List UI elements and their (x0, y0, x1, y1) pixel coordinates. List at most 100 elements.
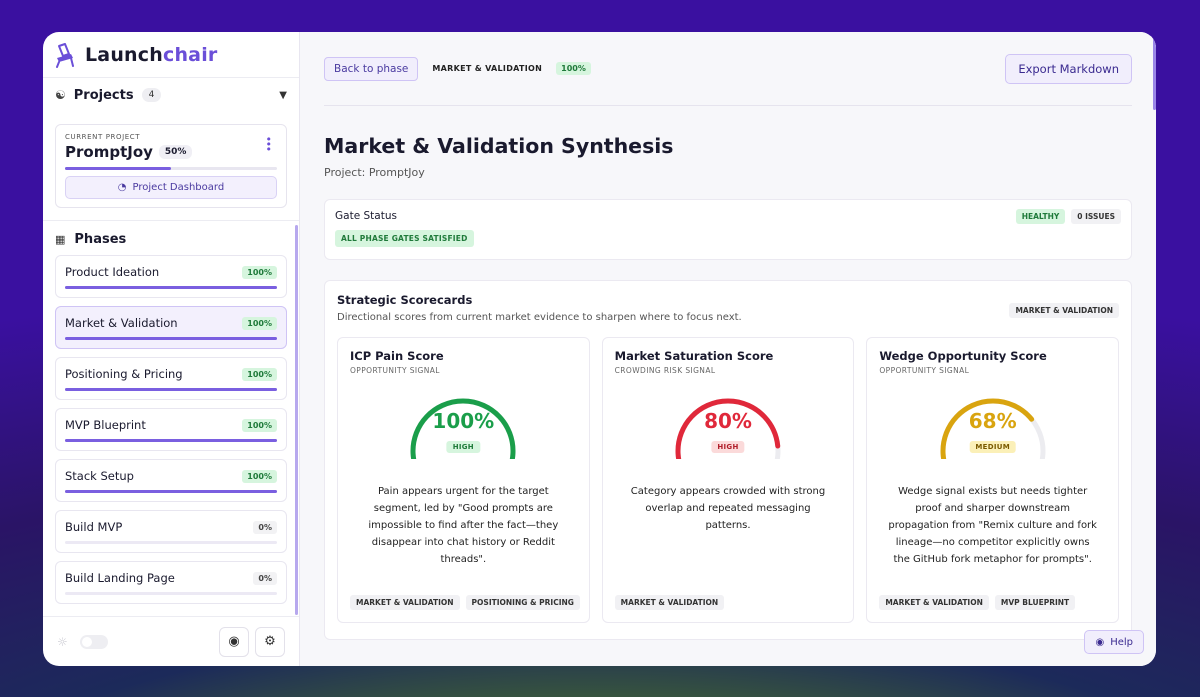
healthy-badge: HEALTHY (1015, 209, 1066, 224)
support-icon[interactable]: ◉ (219, 626, 249, 657)
sidebar: Launchchair ☯ Projects 4 ▼ CURRENT PROJE… (43, 32, 300, 666)
score-gauge: 100% HIGH (405, 393, 521, 459)
scorecard: ICP Pain Score OPPORTUNITY SIGNAL 100% HIGH… (337, 337, 590, 623)
sidebar-phase-item[interactable]: MVP Blueprint 100% (55, 408, 287, 451)
phase-pct-badge: 100% (242, 265, 277, 279)
gauge-svg (410, 398, 516, 459)
phase-pct-badge: 0% (253, 520, 277, 534)
scorecard-tag: MARKET & VALIDATION (614, 595, 725, 610)
gate-status-title: Gate Status (335, 210, 397, 222)
project-dashboard-button[interactable]: ◔ Project Dashboard (65, 176, 277, 199)
phase-progress (65, 490, 277, 493)
back-to-phase-button[interactable]: Back to phase (324, 56, 419, 81)
theme-toggle[interactable] (79, 634, 108, 649)
page-subtitle: Project: PromptJoy (324, 166, 425, 179)
projects-label: Projects (73, 87, 134, 103)
kebab-menu-icon[interactable]: • • • (265, 133, 273, 156)
scorecard-tag: MVP BLUEPRINT (994, 595, 1076, 610)
scorecard-text: Wedge signal exists but needs tighter pr… (888, 486, 1097, 565)
gauge-fill (940, 398, 1046, 459)
gauge-value: 80% (704, 409, 752, 433)
score-gauge: 68% MEDIUM (935, 393, 1051, 459)
chevron-down-icon[interactable]: ▼ (279, 89, 287, 101)
phase-progress (65, 286, 277, 289)
main-content: Back to phase MARKET & VALIDATION 100% E… (300, 32, 1156, 666)
scorecard-subtitle: OPPORTUNITY SIGNAL (879, 366, 970, 375)
phase-progress-fill (65, 490, 277, 493)
gate-satisfied-tag: ALL PHASE GATES SATISFIED (335, 230, 474, 247)
gauge-fill (410, 398, 516, 459)
sidebar-phase-item[interactable]: Product Ideation 100% (55, 255, 287, 298)
scorecards-title: Strategic Scorecards (337, 293, 473, 307)
scorecard-text: Category appears crowded with strong ove… (630, 486, 826, 531)
logo[interactable]: Launchchair (43, 32, 299, 78)
sun-icon: ☼ (57, 634, 68, 649)
phase-progress (65, 541, 277, 544)
breadcrumb-pct-badge: 100% (556, 62, 591, 75)
scorecard: Market Saturation Score CROWDING RISK SIG… (601, 337, 855, 623)
help-label: Help (1110, 636, 1133, 648)
current-project-name: PromptJoy (65, 143, 153, 161)
phase-progress (65, 592, 277, 595)
phase-progress-fill (65, 388, 277, 391)
scorecard-subtitle: CROWDING RISK SIGNAL (614, 366, 716, 375)
sidebar-phase-item[interactable]: Positioning & Pricing 100% (55, 357, 287, 400)
gauge-value: 100% (432, 409, 495, 433)
phase-pct-badge: 100% (242, 418, 277, 432)
sidebar-phase-item[interactable]: Build MVP 0% (55, 510, 287, 553)
phases-label: Phases (74, 231, 127, 247)
current-project-label: CURRENT PROJECT (65, 133, 141, 141)
phase-name: MVP Blueprint (65, 418, 146, 432)
help-icon: ◉ (1095, 636, 1105, 648)
scorecard-tags: MARKET & VALIDATION POSITIONING & PRICING (350, 590, 586, 610)
gauge-svg (940, 398, 1046, 459)
sidebar-phase-item[interactable]: Market & Validation 100% (55, 306, 287, 349)
current-project-card: CURRENT PROJECT PromptJoy 50% • • • ◔ Proj… (55, 124, 287, 208)
main-scrollbar[interactable] (1153, 38, 1156, 110)
export-markdown-button[interactable]: Export Markdown (1005, 53, 1132, 84)
score-gauge: 80% HIGH (670, 393, 786, 459)
scorecard-tag: MARKET & VALIDATION (350, 595, 460, 610)
gauge-fill (675, 398, 781, 459)
scorecard-text: Pain appears urgent for the target segme… (368, 486, 559, 565)
help-button[interactable]: ◉ Help (1084, 630, 1144, 654)
projects-count-badge: 4 (141, 88, 162, 102)
scorecard-tags: MARKET & VALIDATION MVP BLUEPRINT (879, 590, 1081, 610)
phase-name: Product Ideation (65, 265, 160, 279)
phases-header: ▦ Phases (43, 223, 299, 255)
phase-pct-badge: 100% (242, 316, 277, 330)
pie-chart-icon: ◔ (117, 182, 127, 193)
scorecard: Wedge Opportunity Score OPPORTUNITY SIGNA… (866, 337, 1120, 623)
chair-logo-icon (56, 42, 74, 68)
sidebar-phase-item[interactable]: Stack Setup 100% (55, 459, 287, 502)
phase-name: Positioning & Pricing (65, 367, 183, 381)
grid-icon: ▦ (55, 232, 66, 246)
phase-progress-fill (65, 337, 277, 340)
phase-name: Market & Validation (65, 316, 178, 330)
phase-progress (65, 439, 277, 442)
sidebar-scrollbar[interactable] (295, 225, 298, 615)
scorecard-tag: MARKET & VALIDATION (879, 595, 989, 610)
scorecards-row: ICP Pain Score OPPORTUNITY SIGNAL 100% HIGH… (337, 337, 1120, 623)
current-project-progress-fill (65, 167, 171, 170)
gauge-value: 68% (968, 409, 1017, 433)
gauge-svg (675, 398, 781, 459)
scorecard-subtitle: OPPORTUNITY SIGNAL (350, 366, 440, 375)
logo-text: Launchchair (85, 43, 218, 66)
gear-icon[interactable]: ⚙ (255, 626, 285, 657)
phase-pct-badge: 100% (242, 367, 277, 381)
sidebar-phase-item[interactable]: Build Landing Page 0% (55, 561, 287, 604)
phases-section: ▦ Phases Product Ideation 100% Market & Va… (43, 220, 299, 616)
scorecard-tags: MARKET & VALIDATION (614, 590, 731, 610)
scorecard-title: Wedge Opportunity Score (879, 349, 1047, 363)
current-project-progress (65, 167, 277, 170)
current-project-pct: 50% (158, 145, 193, 159)
gauge-level-badge: HIGH (446, 441, 480, 453)
scorecard-title: Market Saturation Score (614, 349, 774, 363)
breadcrumb: MARKET & VALIDATION (432, 64, 543, 73)
scorecards-description: Directional scores from current market e… (337, 312, 742, 323)
projects-icon: ☯ (55, 88, 66, 102)
phase-progress (65, 337, 277, 340)
projects-header[interactable]: ☯ Projects 4 ▼ (43, 78, 299, 112)
phase-name: Build Landing Page (65, 571, 175, 585)
